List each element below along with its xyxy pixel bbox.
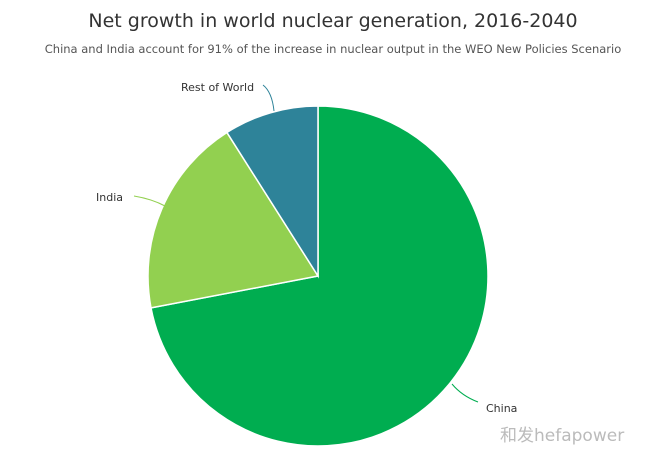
label-rest-of-world: Rest of World bbox=[181, 81, 254, 94]
pie-slice-rest-of-world bbox=[225, 105, 319, 279]
label-india: India bbox=[96, 191, 123, 204]
leader-line-india bbox=[133, 195, 166, 207]
watermark: 和发hefapower bbox=[500, 426, 625, 446]
chart-title: Net growth in world nuclear generation, … bbox=[88, 10, 578, 32]
leader-line-china bbox=[451, 383, 479, 403]
leader-line-rest-of-world bbox=[262, 84, 275, 112]
chart-subtitle: China and India account for 91% of the i… bbox=[44, 42, 622, 56]
label-china: China bbox=[486, 402, 517, 415]
pie-slice-china bbox=[150, 105, 489, 447]
pie-slice-india bbox=[147, 131, 320, 309]
